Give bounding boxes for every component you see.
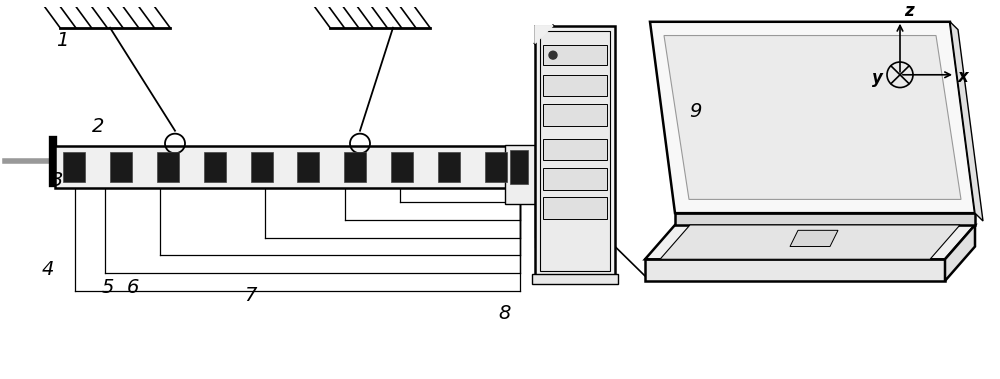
Bar bbox=[251, 152, 273, 182]
Text: 3: 3 bbox=[51, 171, 63, 190]
Polygon shape bbox=[664, 36, 961, 199]
Bar bbox=[344, 152, 366, 182]
Bar bbox=[540, 31, 610, 271]
Bar bbox=[510, 150, 528, 184]
Bar bbox=[535, 26, 615, 276]
Polygon shape bbox=[650, 22, 975, 213]
Text: 9: 9 bbox=[689, 102, 701, 121]
Bar bbox=[543, 75, 607, 96]
Circle shape bbox=[549, 51, 557, 59]
Bar bbox=[55, 146, 515, 188]
Polygon shape bbox=[645, 259, 945, 281]
Polygon shape bbox=[675, 213, 975, 225]
Polygon shape bbox=[660, 225, 960, 259]
Bar bbox=[532, 274, 618, 284]
Text: 4: 4 bbox=[42, 260, 54, 279]
Bar bbox=[297, 152, 319, 182]
Bar bbox=[485, 152, 507, 182]
Bar bbox=[157, 152, 179, 182]
Bar bbox=[438, 152, 460, 182]
Bar bbox=[543, 197, 607, 219]
Bar bbox=[204, 152, 226, 182]
Text: 1: 1 bbox=[56, 31, 68, 50]
Bar bbox=[505, 146, 535, 204]
Text: z: z bbox=[904, 2, 914, 20]
Bar bbox=[391, 152, 413, 182]
Polygon shape bbox=[790, 230, 838, 246]
Text: 5: 5 bbox=[102, 279, 114, 298]
Polygon shape bbox=[535, 26, 553, 43]
Bar bbox=[110, 152, 132, 182]
Bar bbox=[543, 139, 607, 160]
Text: 8: 8 bbox=[499, 304, 511, 323]
Polygon shape bbox=[645, 225, 975, 259]
Polygon shape bbox=[950, 22, 983, 221]
Bar bbox=[543, 45, 607, 65]
Bar bbox=[63, 152, 85, 182]
Text: x: x bbox=[958, 68, 969, 86]
Bar bbox=[543, 104, 607, 126]
Text: y: y bbox=[872, 69, 883, 87]
Text: 6: 6 bbox=[127, 279, 139, 298]
Text: 7: 7 bbox=[244, 286, 256, 305]
Text: 2: 2 bbox=[92, 117, 104, 136]
Bar bbox=[543, 168, 607, 190]
Polygon shape bbox=[945, 225, 975, 281]
